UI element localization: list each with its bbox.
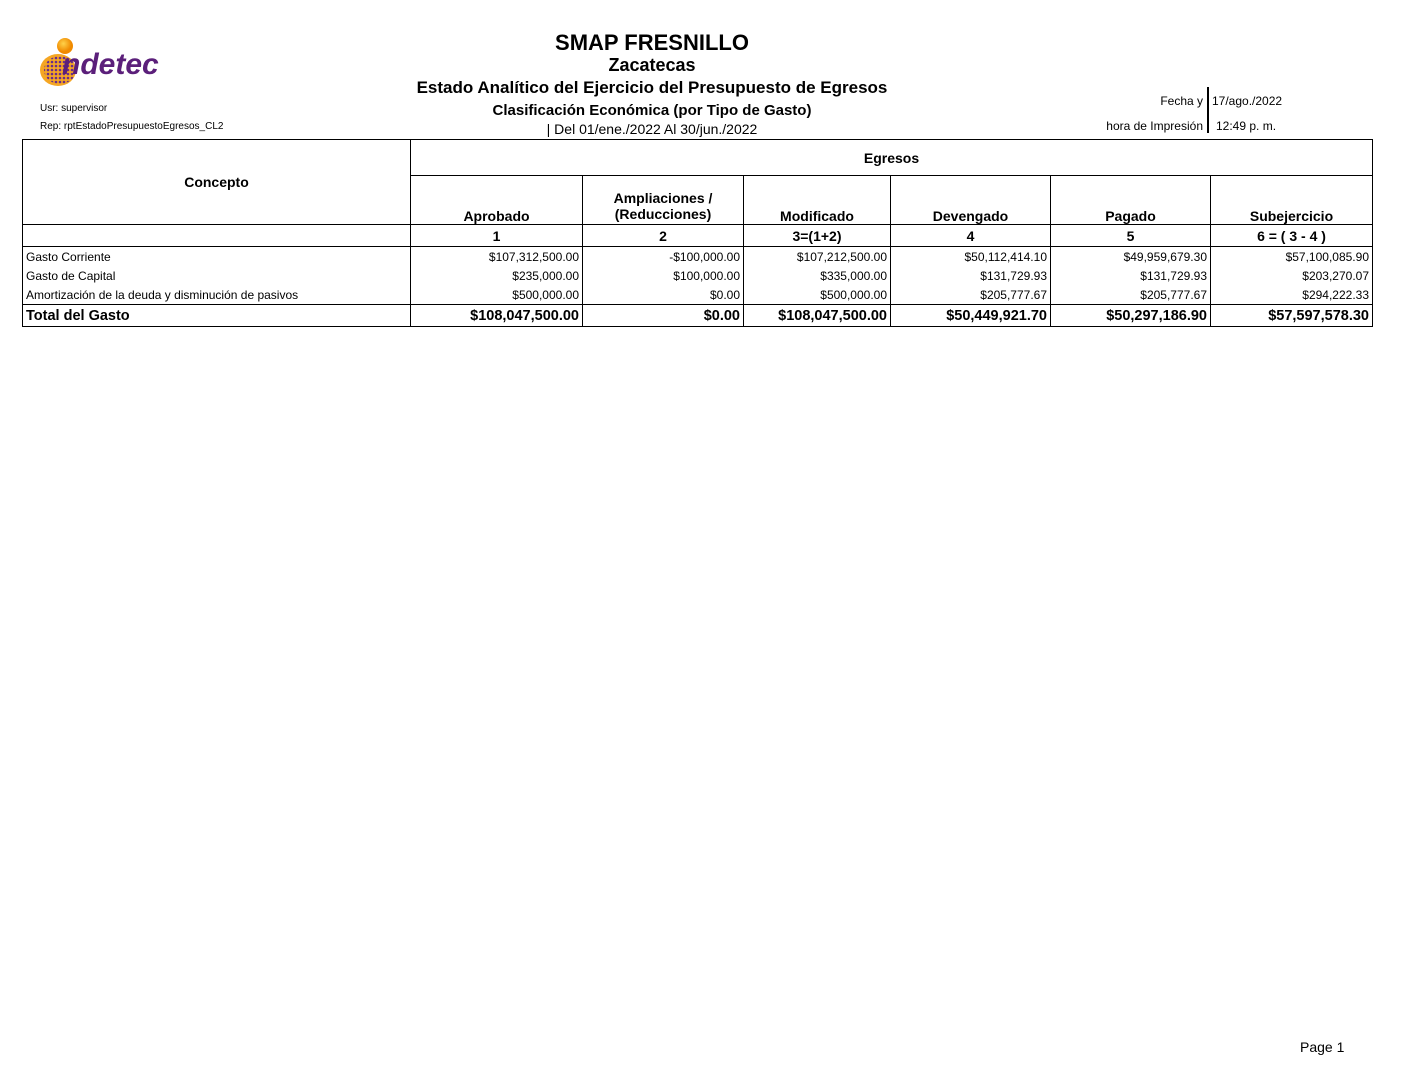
col-number: 5: [1050, 224, 1211, 247]
total-label: Total del Gasto: [22, 304, 411, 327]
report-id: Rep: rptEstadoPresupuestoEgresos_CL2: [40, 121, 224, 132]
concept-number-cell: [22, 224, 411, 247]
col-number: 2: [582, 224, 744, 247]
total-cell: $50,297,186.90: [1050, 304, 1211, 327]
total-cell: $50,449,921.70: [890, 304, 1051, 327]
total-row: Total del Gasto $108,047,500.00 $0.00 $1…: [22, 304, 1373, 327]
entity-title: SMAP FRESNILLO: [555, 30, 749, 55]
value-cell: $335,000.00: [743, 266, 891, 285]
total-cell: $108,047,500.00: [410, 304, 583, 327]
value-cell: $49,959,679.30: [1050, 246, 1211, 266]
col-subejercicio: Subejercicio: [1210, 175, 1373, 225]
table-row: Gasto Corriente $107,312,500.00 -$100,00…: [22, 246, 1373, 266]
value-cell: $50,112,414.10: [890, 246, 1051, 266]
table-row: Amortización de la deuda y disminución d…: [22, 285, 1373, 305]
value-cell: $205,777.67: [890, 285, 1051, 305]
report-title: Estado Analítico del Ejercicio del Presu…: [416, 78, 888, 97]
budget-table: Concepto Egresos Aprobado Ampliaciones /…: [22, 139, 1373, 327]
date-value: 17/ago./2022: [1212, 94, 1283, 108]
col-number: 4: [890, 224, 1051, 247]
value-cell: $235,000.00: [410, 266, 583, 285]
col-number: 1: [410, 224, 583, 247]
col-modificado: Modificado: [743, 175, 891, 225]
value-cell: $203,270.07: [1210, 266, 1373, 285]
period: | Del 01/ene./2022 Al 30/jun./2022: [546, 121, 758, 137]
value-cell: $100,000.00: [582, 266, 744, 285]
classification-title: Clasificación Económica (por Tipo de Gas…: [492, 102, 812, 119]
col-aprobado: Aprobado: [410, 175, 583, 225]
value-cell: $205,777.67: [1050, 285, 1211, 305]
value-cell: $107,312,500.00: [410, 246, 583, 266]
value-cell: $131,729.93: [1050, 266, 1211, 285]
col-ampliaciones: Ampliaciones / (Reducciones): [582, 175, 744, 225]
svg-text:ndetec: ndetec: [62, 48, 159, 81]
concept-cell: Gasto Corriente: [22, 246, 411, 266]
col-number: 6 = ( 3 - 4 ): [1210, 224, 1373, 247]
concept-cell: Gasto de Capital: [22, 266, 411, 285]
table-row: Gasto de Capital $235,000.00 $100,000.00…: [22, 266, 1373, 285]
value-cell: $131,729.93: [890, 266, 1051, 285]
col-number: 3=(1+2): [743, 224, 891, 247]
page-number: Page 1: [1300, 1039, 1345, 1055]
value-cell: $500,000.00: [410, 285, 583, 305]
col-devengado: Devengado: [890, 175, 1051, 225]
date-label: Fecha y: [1160, 94, 1203, 108]
time-value: 12:49 p. m.: [1216, 119, 1277, 133]
time-label: hora de Impresión: [1106, 119, 1203, 133]
concept-header: Concepto: [22, 139, 411, 225]
indetec-logo: ndetec: [38, 36, 213, 92]
col-pagado: Pagado: [1050, 175, 1211, 225]
value-cell: $0.00: [582, 285, 744, 305]
total-cell: $108,047,500.00: [743, 304, 891, 327]
user-label: Usr: supervisor: [40, 103, 108, 114]
concept-cell: Amortización de la deuda y disminución d…: [22, 285, 411, 305]
divider: [1207, 87, 1209, 133]
egresos-header: Egresos: [410, 139, 1373, 176]
value-cell: $294,222.33: [1210, 285, 1373, 305]
value-cell: $107,212,500.00: [743, 246, 891, 266]
total-cell: $57,597,578.30: [1210, 304, 1373, 327]
total-cell: $0.00: [582, 304, 744, 327]
state-title: Zacatecas: [608, 55, 696, 75]
value-cell: $500,000.00: [743, 285, 891, 305]
value-cell: $57,100,085.90: [1210, 246, 1373, 266]
value-cell: -$100,000.00: [582, 246, 744, 266]
